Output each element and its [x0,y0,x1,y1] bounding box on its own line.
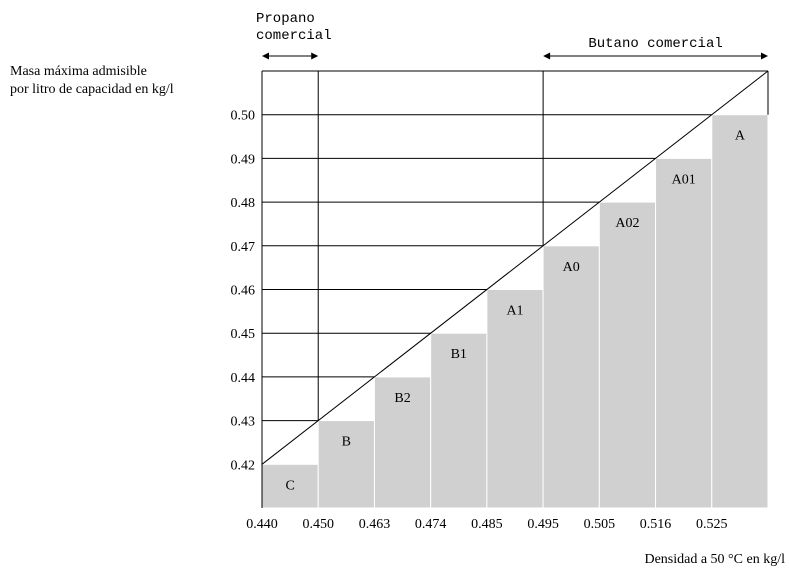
propano-annotation: comercial [256,28,332,44]
y-tick-label: 0.44 [231,371,256,386]
butano-arrow-left [543,52,551,60]
category-label: A [735,129,746,144]
butano-annotation: Butano comercial [588,36,722,52]
bar-a02 [598,201,657,509]
diagonal-line [261,70,769,465]
bar-c [261,463,319,509]
category-label: C [285,478,294,493]
category-label: B [342,435,351,450]
x-tick-label: 0.440 [246,517,278,532]
bar-b [317,420,375,509]
category-label: A01 [672,172,696,187]
category-label: A1 [506,304,523,319]
y-tick-label: 0.48 [231,196,256,211]
y-axis-label: por litro de capacidad en kg/l [10,82,174,97]
propano-annotation: Propano [256,11,315,27]
y-tick-label: 0.49 [231,152,256,167]
x-tick-label: 0.450 [302,517,334,532]
bar-a [711,114,769,509]
bar-a01 [655,157,713,509]
x-tick-label: 0.516 [640,517,672,532]
y-tick-label: 0.47 [231,240,256,255]
x-axis-label: Densidad a 50 °C en kg/l [644,552,785,567]
propano-arrow-left [262,52,269,60]
bar-b1 [430,332,488,509]
category-label: B1 [451,347,467,362]
category-label: B2 [394,391,410,406]
bar-b2 [373,376,432,509]
category-label: A0 [563,260,580,275]
x-tick-label: 0.474 [415,517,447,532]
category-label: A02 [615,216,639,231]
x-tick-label: 0.525 [696,517,728,532]
bar-a0 [542,245,600,509]
y-tick-label: 0.50 [231,109,256,124]
y-tick-label: 0.42 [231,458,256,473]
bar-a1 [486,289,544,509]
y-tick-label: 0.46 [231,284,256,299]
x-tick-label: 0.505 [584,517,616,532]
x-tick-label: 0.463 [359,517,391,532]
y-axis-label: Masa máxima admisible [10,64,147,79]
propano-arrow-right [311,52,319,60]
y-tick-label: 0.45 [231,327,256,342]
grid-layer [261,52,769,508]
bars-layer [261,114,769,509]
text-layer: 0.42 0.43 0.44 0.45 0.46 0.47 0.48 0.49 0.50 0.44… [10,11,785,567]
butano-arrow-right [761,52,768,60]
x-tick-label: 0.485 [471,517,503,532]
y-tick-label: 0.43 [231,415,256,430]
x-tick-label: 0.495 [527,517,559,532]
